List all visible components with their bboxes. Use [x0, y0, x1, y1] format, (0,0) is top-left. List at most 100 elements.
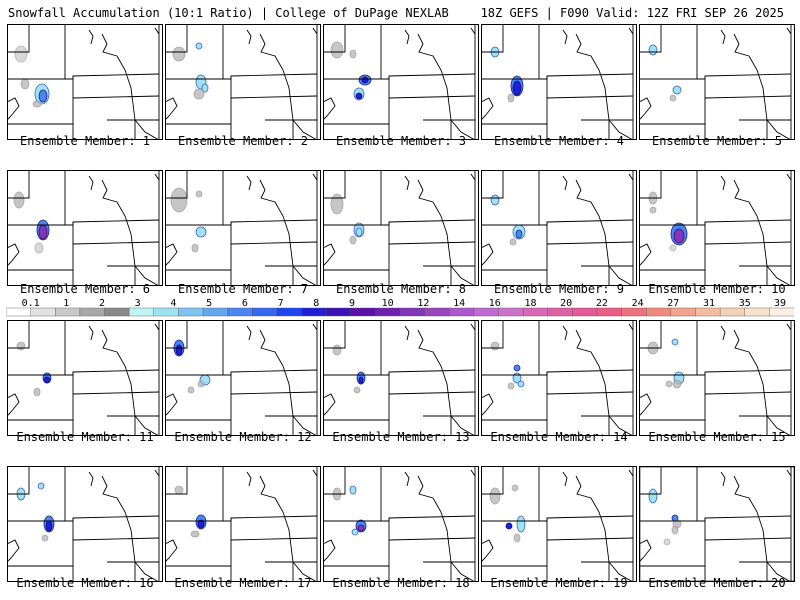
state-border: [470, 323, 476, 331]
snowfall-area: [38, 224, 48, 240]
snowfall-area: [673, 228, 685, 244]
state-border: [154, 469, 160, 477]
ensemble-member-map: [481, 170, 637, 286]
snowfall-area: [490, 341, 500, 351]
member-map-svg: [7, 320, 163, 436]
state-border: [323, 243, 336, 267]
snowfall-area: [170, 187, 188, 213]
snowfall-area: [197, 519, 205, 529]
state-border: [470, 27, 476, 35]
ensemble-member-map: [323, 170, 479, 286]
state-border: [101, 33, 160, 140]
snowfall-area: [671, 525, 679, 535]
page-title: Snowfall Accumulation (10:1 Ratio) | Col…: [8, 6, 449, 20]
snowfall-area: [349, 49, 357, 59]
map-frame: [165, 320, 321, 436]
colorbar-swatch: [498, 307, 524, 317]
state-border: [628, 469, 634, 477]
colorbar-tick-label: 22: [595, 298, 608, 309]
colorbar-tick-label: 8: [313, 298, 320, 309]
ensemble-member-map: [481, 320, 637, 436]
state-border: [72, 95, 160, 99]
state-border: [165, 393, 178, 417]
snowfall-area: [663, 538, 671, 546]
state-border: [546, 391, 634, 395]
state-border: [546, 241, 634, 245]
colorbar-tick-label: 4: [170, 298, 177, 309]
snowfall-area: [37, 482, 45, 490]
member-map-svg: [7, 466, 163, 582]
snowfall-area: [20, 78, 30, 90]
state-border: [165, 243, 178, 267]
state-border: [165, 170, 188, 199]
snowfall-area: [34, 242, 44, 254]
state-border: [230, 391, 318, 395]
map-frame: [639, 320, 795, 436]
colorbar-swatch: [572, 307, 598, 317]
snowfall-area: [32, 100, 42, 108]
state-border: [72, 391, 160, 395]
member-caption: Ensemble Member: 20: [648, 576, 786, 590]
colorbar-swatch: [769, 307, 794, 317]
snowfall-area: [174, 485, 184, 495]
state-border: [733, 179, 792, 286]
state-border: [562, 325, 568, 341]
state-border: [246, 471, 252, 487]
snowfall-area: [490, 194, 500, 206]
snowfall-area: [361, 76, 369, 84]
state-border: [323, 393, 336, 417]
state-border: [786, 469, 792, 477]
map-frame: [323, 24, 479, 140]
state-border: [165, 466, 188, 495]
state-border: [417, 329, 476, 436]
colorbar-tick-label: 6: [241, 298, 248, 309]
state-border: [575, 329, 634, 436]
colorbar-swatch: [621, 307, 647, 317]
snowfall-colorbar: [6, 307, 794, 317]
colorbar-tick-label: 14: [453, 298, 466, 309]
colorbar-tick-label: 1: [63, 298, 70, 309]
state-border: [259, 475, 318, 582]
member-caption: Ensemble Member: 7: [177, 282, 309, 296]
state-border: [404, 29, 410, 45]
ensemble-member-map: [323, 466, 479, 582]
state-border: [481, 170, 504, 199]
colorbar-swatch: [104, 307, 130, 317]
member-map-svg: [481, 170, 637, 286]
colorbar-swatch: [522, 307, 549, 317]
state-border: [720, 325, 726, 341]
state-border: [704, 95, 792, 99]
member-caption: Ensemble Member: 5: [651, 134, 783, 148]
snowfall-area: [507, 382, 515, 390]
colorbar-swatch: [227, 307, 253, 317]
state-border: [639, 539, 652, 563]
colorbar-swatch: [596, 307, 623, 317]
state-border: [154, 173, 160, 181]
state-border: [388, 537, 476, 541]
state-border: [230, 95, 318, 99]
state-border: [7, 320, 30, 349]
snowfall-area: [14, 45, 28, 63]
state-border: [165, 539, 178, 563]
colorbar-swatch: [252, 307, 278, 317]
member-caption: Ensemble Member: 13: [332, 430, 470, 444]
state-border: [404, 471, 410, 487]
colorbar-tick-label: 31: [702, 298, 716, 309]
snowfall-area: [513, 533, 521, 543]
member-caption: Ensemble Member: 9: [493, 282, 625, 296]
state-border: [481, 539, 494, 563]
snowfall-area: [355, 227, 363, 237]
colorbar-swatch: [6, 307, 32, 317]
colorbar-swatch: [202, 307, 229, 317]
state-border: [575, 179, 634, 286]
state-border: [230, 537, 318, 541]
colorbar-swatch: [473, 307, 500, 317]
state-border: [165, 97, 178, 121]
state-border: [417, 475, 476, 582]
member-map-svg: [323, 170, 479, 286]
state-border: [101, 179, 160, 286]
state-border: [575, 475, 634, 582]
state-border: [470, 469, 476, 477]
colorbar-swatch: [399, 307, 426, 317]
state-border: [481, 320, 504, 349]
